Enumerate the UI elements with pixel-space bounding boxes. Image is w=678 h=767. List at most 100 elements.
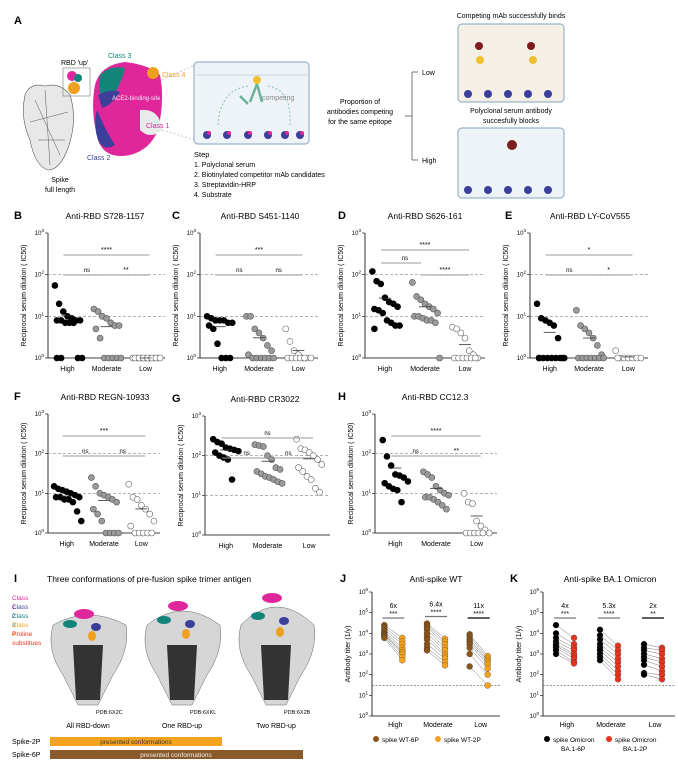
legend-label-line: spike Omicron [615,737,657,744]
data-point [465,347,473,354]
x-tick-label: Low [470,541,484,548]
x-tick-label: Low [303,543,317,550]
well-high [457,127,565,199]
class1-label: Class 1 [146,123,169,130]
dot-plot-F: F Anti-RBD REGN-10933 Reciprocal serum dil… [14,391,160,548]
pair-line [599,660,619,680]
x-tick-label: Low [459,366,473,373]
y-tick-label: 102 [530,670,540,679]
pair-line [469,653,488,675]
legend-label: spike Omicron BA.1-6P [553,737,595,753]
data-point [438,501,446,509]
y-tick-label: 102 [352,270,362,279]
x-tick-label: High [388,541,403,548]
data-point [614,676,622,683]
well-decoration [464,42,552,194]
class4-region [88,631,96,641]
data-point [460,490,468,497]
data-point [430,305,437,313]
significance-label: ns [264,431,270,437]
well-bottom-title-2: succesfully blocks [483,118,540,125]
proportion-line-1: Proportion of [340,99,380,106]
tick-exponent: 1 [536,690,539,695]
data-point [301,354,308,362]
significance-label: ns [566,268,572,274]
data-point [228,476,236,483]
data-point [573,306,580,314]
data-point [400,474,408,481]
data-point [436,354,443,362]
legend-label-line: 2 [12,613,16,620]
data-point [76,317,84,324]
data-point [399,657,406,664]
pair-line [599,639,619,655]
fold-change-label: 2x [649,603,657,610]
x-tick-label: High [560,722,575,729]
data-point [90,505,97,513]
y-tick-label: 102 [35,270,45,279]
class3-region [63,620,77,628]
x-tick-label: Low [135,541,149,548]
ace2-label: ACE2-binding-site [112,96,161,102]
y-axis-label: Antibody titer (1/y) [345,626,352,683]
well-bottom-title-1: Polyclonal serum antibody [470,108,552,115]
pair-line [599,643,619,659]
tick-exponent: 0 [358,353,361,358]
x-tick-label: High [542,366,557,373]
significance-label: ns [402,256,408,262]
data-point [146,510,154,518]
pair-line [643,664,663,672]
data-point [77,517,85,525]
bar-text-6p: presented conformations [140,752,212,759]
x-tick-label: Moderate [410,366,440,373]
data-point [127,522,135,530]
data-point [533,300,541,308]
y-axis-label: Reciprocal serum dilution ( IC50) [178,425,185,527]
significance-label: ** [650,611,656,618]
panel-letter: I [14,573,17,585]
spike-full-length-structure: RBD 'up' [23,60,91,171]
pdb-label: PDB:6XKL [190,710,216,716]
tick-exponent: 2 [365,670,368,675]
data-point [379,436,387,444]
data-point [453,325,460,333]
tick-exponent: 1 [41,311,44,316]
data-point [398,498,405,506]
tick-exponent: 3 [523,228,526,233]
significance-label: ns [84,268,90,274]
legend-label-line: 4 [12,631,16,638]
chart-title: Anti-spike BA.1 Omicron [564,574,657,584]
y-tick-label: 103 [517,228,527,237]
legend-label: spike WT-2P [444,737,481,744]
well-top-title: Competing mAb successfully binds [457,13,566,20]
data-point [614,354,622,362]
tick-exponent: 4 [536,628,539,633]
data-point [477,522,485,530]
data-point [394,486,401,494]
data-point [307,354,315,362]
charts: B Anti-RBD S728-1157 Reciprocal serum dilu… [14,210,675,753]
tick-exponent: 1 [368,488,371,493]
dot-plot-B: B Anti-RBD S728-1157 Reciprocal serum dilu… [14,210,165,373]
class4-region [276,627,284,637]
data-point [218,440,225,448]
significance-label: *** [100,428,108,435]
data-point [73,508,81,515]
data-point [394,303,401,311]
x-tick-label: Moderate [92,366,122,373]
data-point [214,340,221,348]
data-point [552,650,560,658]
panel-a: A RBD 'up' Spike full length Class 3 Cla… [14,13,566,199]
class3-region [157,616,171,624]
data-point [88,474,95,481]
data-point [640,661,648,668]
y-axis-label: Reciprocal serum dilution ( IC50) [503,245,510,347]
y-axis-label: Reciprocal serum dilution ( IC50) [348,423,355,525]
y-tick-label: 102 [362,449,372,458]
data-point [98,517,106,525]
data-point [457,329,465,337]
data-point [318,461,326,468]
tick-exponent: 2 [193,270,196,275]
y-tick-label: 102 [192,451,202,460]
significance-label: *** [561,611,569,618]
